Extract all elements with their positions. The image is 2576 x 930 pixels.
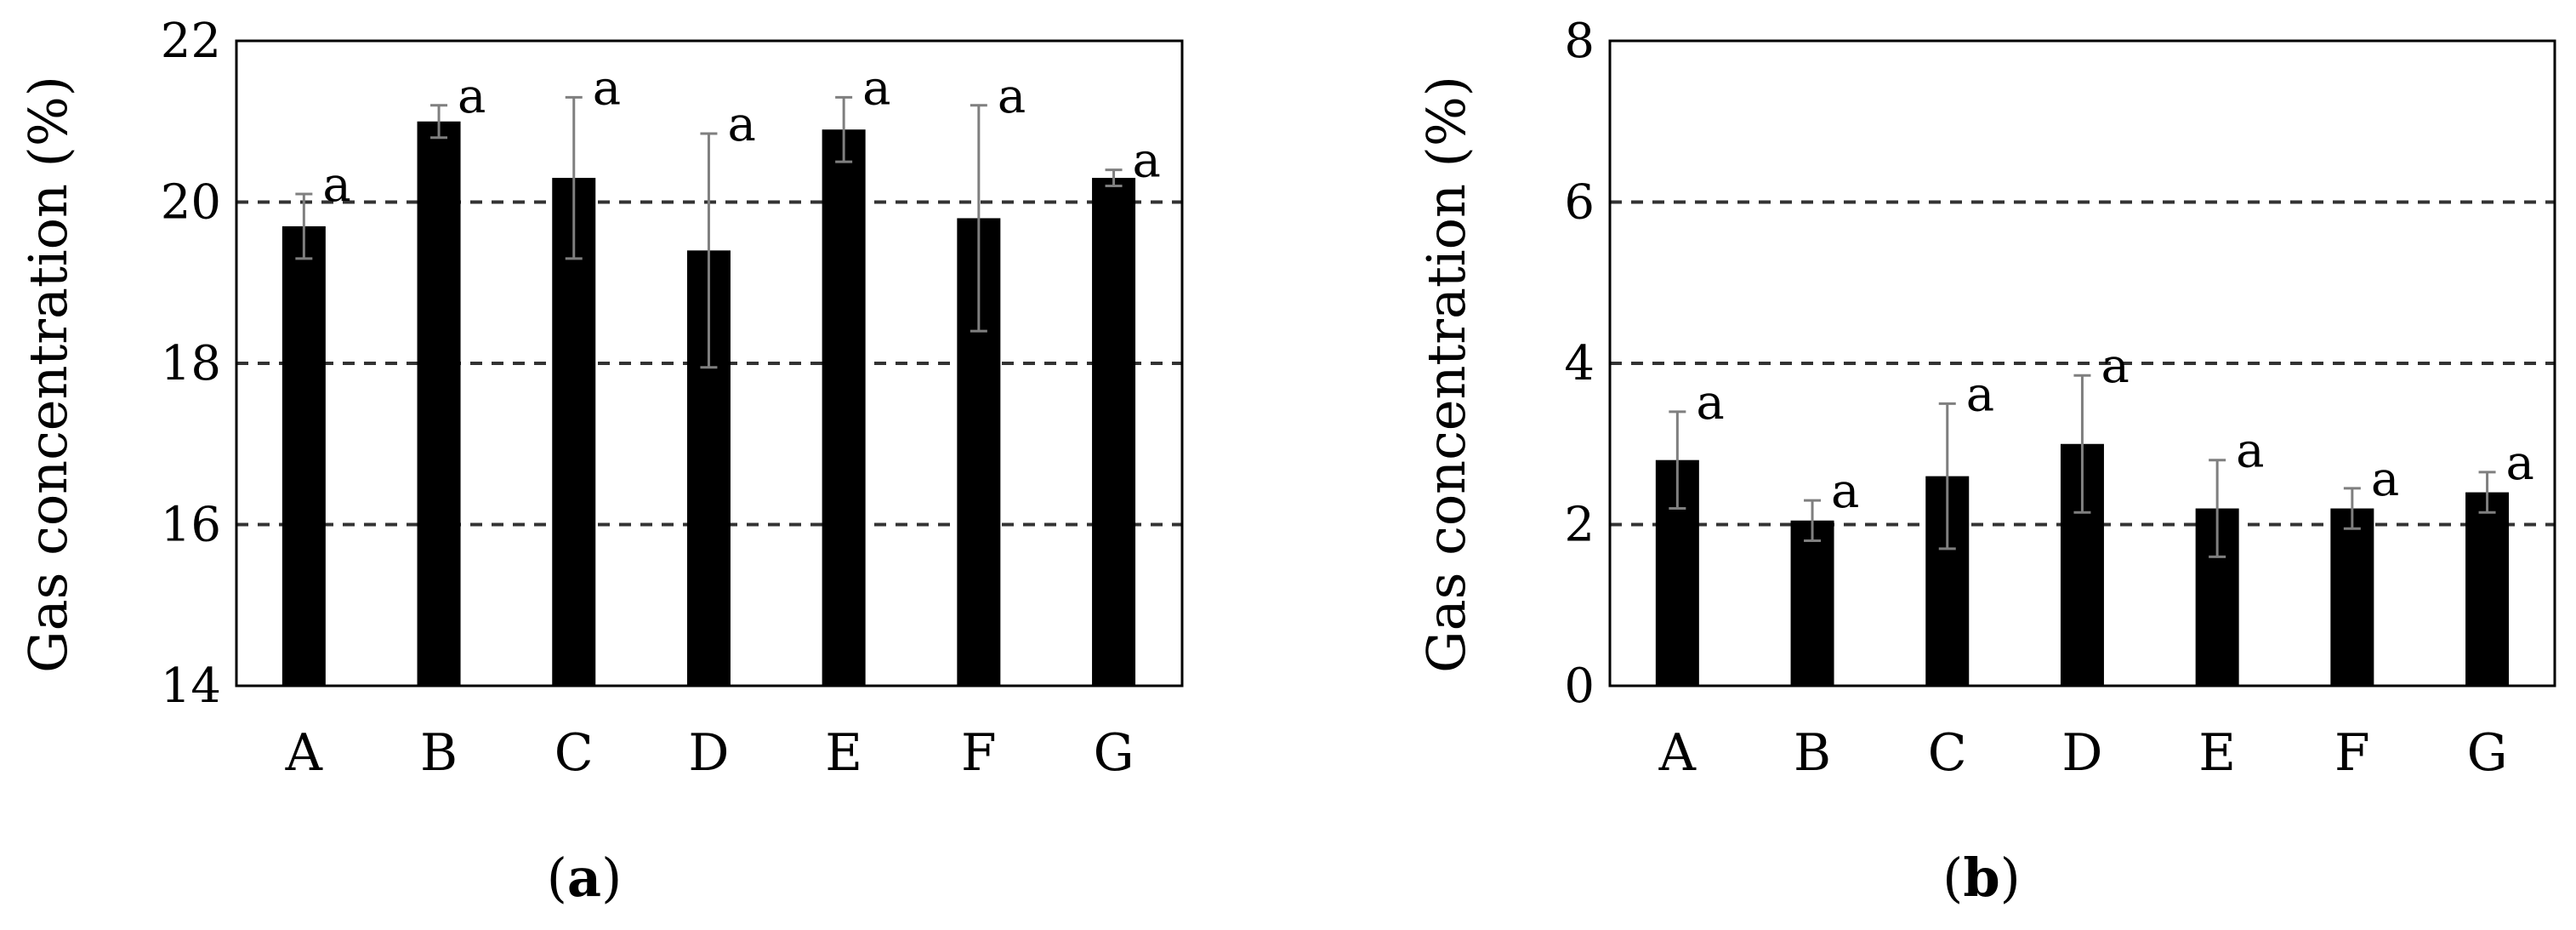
significance-label-a-A: a [322,157,350,213]
significance-label-a-F: a [998,69,1026,124]
chart-panel-a: Gas concentration (%) 14 16 18 20 22 a Aa Ba Ca D… [17,14,1184,783]
y-tick-label-a-3: 20 [161,175,221,231]
panel-caption-b-letter: b [1963,847,1999,909]
y-tick-label-a-2: 18 [161,336,221,391]
significance-label-a-E: a [862,60,890,116]
significance-label-b-F: a [2371,452,2399,507]
significance-label-b-C: a [1966,367,1994,422]
y-tick-label-b-1: 2 [1564,498,1595,553]
bar-b-B [1790,520,1834,686]
y-tick-label-a-1: 16 [161,498,221,553]
significance-label-b-G: a [2506,436,2534,491]
x-tick-label-a-G: G [1094,723,1134,783]
bar-a-C [552,178,596,686]
y-tick-label-b-0: 0 [1564,659,1595,714]
x-tick-label-b-B: B [1794,723,1831,783]
y-tick-label-a-0: 14 [161,659,221,714]
bar-a-B [417,121,461,686]
panel-caption-b: (b) [1942,847,2021,909]
bar-b-G [2465,492,2510,686]
chart-panel-b: Gas concentration (%) 0 2 4 6 8 a Aa Ba Ca Da Ea Fa… [1415,14,2556,783]
x-tick-label-b-A: A [1658,723,1697,783]
bar-b-F [2330,508,2374,686]
x-tick-label-b-F: F [2334,723,2370,783]
y-axis-label-b: Gas concentration (%) [1415,76,1477,673]
bar-a-G [1092,178,1136,686]
y-axis-label-a: Gas concentration (%) [17,76,79,673]
x-tick-label-a-A: A [285,723,323,783]
y-tick-label-a-4: 22 [161,14,221,69]
significance-label-a-B: a [458,69,486,124]
significance-label-b-B: a [1831,464,1859,519]
significance-label-a-G: a [1133,134,1161,189]
significance-label-a-C: a [593,60,621,116]
bar-a-E [822,129,866,687]
x-tick-label-a-F: F [961,723,997,783]
x-tick-label-b-G: G [2467,723,2508,783]
y-tick-label-b-2: 4 [1564,336,1595,391]
x-tick-label-a-E: E [825,723,862,783]
y-tick-label-b-3: 6 [1564,175,1595,231]
x-tick-label-b-E: E [2198,723,2236,783]
significance-label-b-D: a [2101,339,2129,394]
x-tick-label-b-D: D [2061,723,2102,783]
significance-label-b-E: a [2236,424,2264,479]
bar-a-A [281,225,326,686]
x-tick-label-a-C: C [554,723,594,783]
x-tick-label-a-D: D [688,723,729,783]
significance-label-b-A: a [1696,375,1724,431]
x-tick-label-b-C: C [1928,723,1967,783]
significance-label-a-D: a [727,97,755,152]
x-tick-label-a-B: B [420,723,458,783]
panel-caption-a: (a) [547,847,623,909]
y-tick-label-b-4: 8 [1564,14,1595,69]
panel-caption-a-letter: a [567,847,601,909]
